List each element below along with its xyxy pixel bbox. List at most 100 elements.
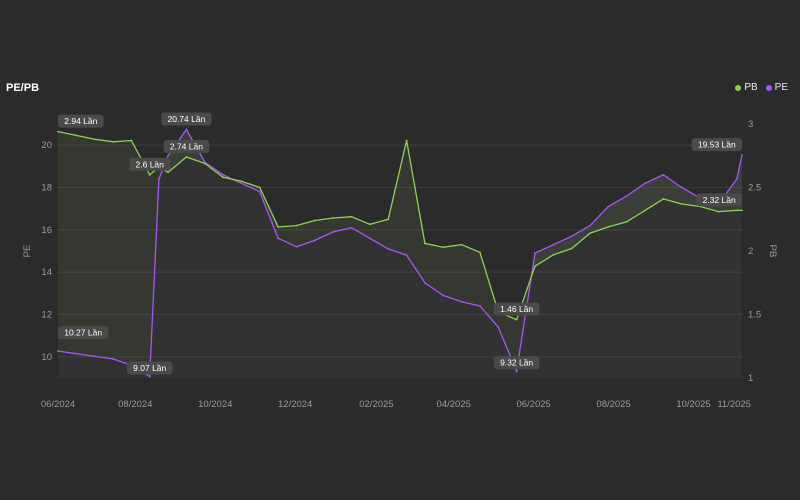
pb-point — [515, 318, 518, 321]
annotation-label: 2.74 Lần — [170, 142, 203, 152]
pb-point — [442, 246, 445, 249]
y-left-tick-label: 20 — [41, 140, 52, 151]
x-tick-label: 12/2024 — [278, 399, 312, 410]
x-tick-label: 06/2024 — [41, 399, 75, 410]
pe-point — [387, 247, 390, 250]
y-left-tick-label: 12 — [41, 310, 52, 321]
annotation-box — [493, 302, 540, 316]
pb-point — [741, 209, 743, 212]
pb-point — [662, 198, 665, 200]
pb-point — [479, 251, 481, 254]
x-tick-label: 10/2024 — [198, 399, 232, 410]
pe-point — [203, 161, 206, 164]
pe-point — [552, 243, 555, 246]
legend-swatch-pb — [735, 84, 742, 91]
y-right-tick-label: 2 — [748, 246, 753, 257]
pe-point — [277, 237, 280, 240]
pb-point — [625, 220, 628, 223]
pe-point — [57, 350, 59, 353]
y-left-tick-label: 14 — [41, 267, 52, 278]
annotation-box — [163, 140, 210, 154]
pe-point — [405, 254, 408, 257]
pe-point — [625, 195, 628, 197]
pe-point — [735, 178, 738, 180]
pe-point — [534, 252, 536, 255]
y-right-tick-label: 3 — [748, 119, 753, 130]
pe-point — [497, 326, 500, 329]
x-tick-label: 08/2025 — [596, 399, 630, 410]
pb-point — [534, 265, 536, 268]
pb-point — [552, 253, 555, 256]
pb-point — [222, 176, 225, 179]
y-right-tick-label: 1.5 — [748, 310, 761, 321]
pe-point — [515, 370, 518, 373]
pe-point — [607, 205, 610, 208]
pb-point — [387, 218, 390, 221]
pe-point — [75, 352, 78, 355]
annotation-label: 9.07 Lần — [133, 363, 166, 373]
pb-point — [405, 139, 408, 142]
pb-point — [644, 209, 646, 212]
pe-point — [368, 237, 371, 240]
pb-point — [423, 242, 426, 245]
pe-point — [240, 182, 243, 185]
pb-point — [203, 162, 206, 165]
y-right-axis-title: PB — [767, 245, 778, 258]
pe-point — [157, 178, 160, 180]
pe-point — [167, 154, 169, 157]
annotation-label: 2.94 Lần — [64, 116, 97, 126]
y-left-tick-label: 18 — [41, 183, 52, 194]
annotation-label: 10.27 Lần — [64, 328, 102, 338]
pe-point — [589, 224, 591, 227]
pe-point — [460, 300, 463, 303]
spread-area — [58, 129, 742, 377]
pe-point — [423, 281, 426, 284]
pe-point — [148, 375, 151, 378]
annotation-label: 1.46 Lần — [500, 304, 533, 314]
pe-point — [741, 154, 743, 157]
x-tick-label: 06/2025 — [516, 399, 550, 410]
pb-point — [258, 186, 261, 189]
chart-legend: PB PE — [735, 82, 788, 93]
pb-point — [717, 210, 720, 213]
annotation-label: 2.6 Lần — [136, 159, 165, 169]
annotation-box — [696, 193, 742, 207]
legend-item-pb[interactable]: PB — [735, 82, 758, 93]
x-tick-label: 04/2025 — [437, 399, 471, 410]
pe-point — [112, 358, 114, 360]
pb-point — [735, 209, 738, 212]
pe-point — [644, 182, 646, 185]
x-tick-label: 02/2025 — [359, 399, 393, 410]
annotation-box — [58, 326, 109, 340]
pb-point — [460, 243, 463, 246]
pb-point — [130, 139, 133, 142]
annotation-label: 19.53 Lần — [698, 140, 736, 150]
pe-point — [442, 294, 445, 297]
pb-point — [313, 219, 316, 222]
legend-item-pe[interactable]: PE — [765, 82, 788, 93]
pb-point — [368, 223, 371, 226]
annotation-box — [126, 361, 173, 375]
annotation-box — [161, 112, 212, 126]
pe-point — [313, 239, 316, 242]
annotation-box — [493, 356, 540, 370]
y-right-tick-label: 2.5 — [748, 183, 761, 194]
pb-point — [185, 156, 188, 158]
pe-point — [295, 245, 298, 248]
pe-point — [350, 226, 353, 229]
annotation-box — [691, 138, 742, 152]
y-left-axis-title: PE — [22, 245, 33, 258]
pe-point — [662, 173, 665, 176]
pb-point — [277, 225, 280, 228]
y-right-tick-label: 1 — [748, 373, 753, 384]
legend-label-pb: PB — [744, 82, 758, 93]
pe-point — [93, 355, 96, 358]
pb-point — [57, 130, 59, 133]
pb-point — [589, 232, 591, 235]
y-left-tick-label: 10 — [41, 352, 52, 363]
chart-title: PE/PB — [6, 82, 40, 94]
annotation-label: 20.74 Lần — [167, 114, 205, 124]
annotation-label: 2.32 Lần — [703, 195, 736, 205]
pb-point — [75, 134, 78, 137]
pe-point — [258, 190, 261, 193]
